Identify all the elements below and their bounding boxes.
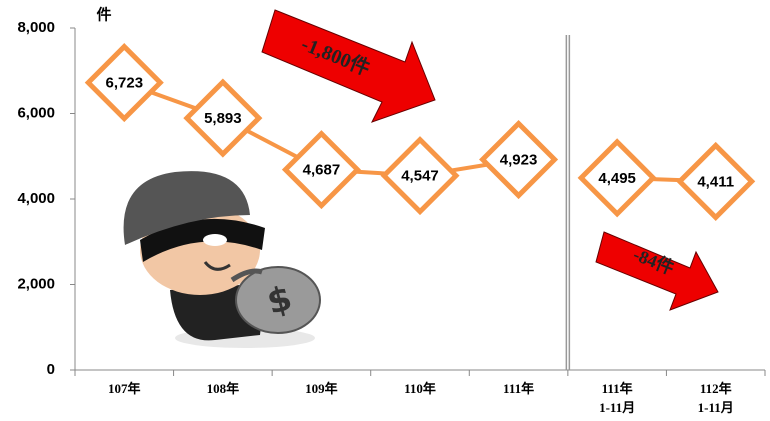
marker bbox=[183, 78, 263, 158]
x-tick-label: 110年 bbox=[404, 381, 436, 396]
marker bbox=[676, 141, 756, 221]
data-label: 4,411 bbox=[697, 173, 734, 190]
x-tick-label: 111年 bbox=[503, 381, 534, 396]
thief: $ bbox=[123, 171, 321, 348]
x-tick-label: 107年 bbox=[108, 381, 141, 396]
x-tick-label: 111年 1-11月 bbox=[599, 381, 635, 415]
marker bbox=[380, 136, 460, 216]
marker bbox=[281, 130, 361, 210]
x-tick-label: 112年 1-11月 bbox=[698, 381, 734, 415]
y-axis-label: 件 bbox=[96, 5, 111, 23]
y-tick-label: 6,000 bbox=[17, 104, 55, 121]
marker bbox=[577, 138, 657, 218]
marker bbox=[479, 120, 559, 200]
x-tick-label: 108年 bbox=[207, 381, 240, 396]
y-tick-label: 0 bbox=[47, 361, 55, 378]
data-label: 4,495 bbox=[598, 170, 636, 187]
marker bbox=[84, 43, 164, 123]
y-tick-label: 8,000 bbox=[17, 19, 55, 36]
data-label: 4,923 bbox=[500, 152, 538, 169]
x-tick-label: 109年 bbox=[305, 381, 338, 396]
data-label: 5,893 bbox=[204, 110, 242, 127]
y-tick-label: 4,000 bbox=[17, 190, 55, 207]
data-label: 4,547 bbox=[401, 168, 439, 185]
y-tick-label: 2,000 bbox=[17, 275, 55, 292]
data-label: 4,687 bbox=[303, 162, 341, 179]
data-label: 6,723 bbox=[106, 75, 144, 92]
arrow bbox=[261, 9, 719, 311]
